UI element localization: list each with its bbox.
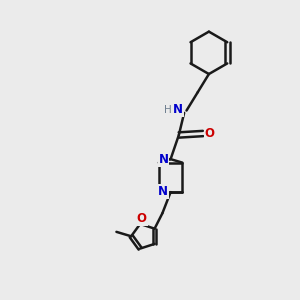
Text: O: O [136,212,147,225]
Text: N: N [158,185,168,198]
Text: N: N [158,153,169,166]
Text: N: N [173,103,183,116]
Text: O: O [205,127,214,140]
Text: H: H [164,105,172,115]
